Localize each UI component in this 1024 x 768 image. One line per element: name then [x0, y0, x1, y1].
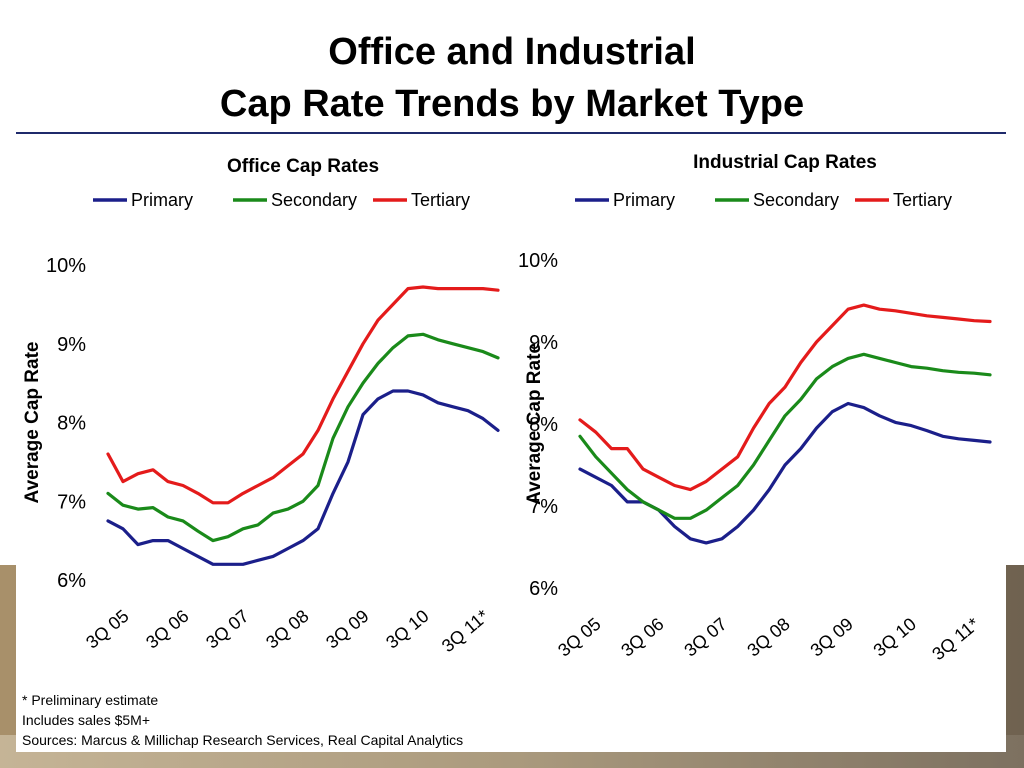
- y-tick-label: 8%: [57, 413, 86, 435]
- x-tick-label: 3Q 10: [382, 606, 432, 653]
- legend-label-secondary: Secondary: [753, 190, 839, 210]
- chart-title: Industrial Cap Rates: [693, 152, 877, 173]
- x-tick-label: 3Q 06: [142, 606, 192, 653]
- chart-title: Office Cap Rates: [227, 156, 379, 177]
- y-tick-label: 10%: [46, 255, 86, 277]
- legend-label-primary: Primary: [131, 190, 193, 210]
- x-tick-label: 3Q 08: [262, 606, 312, 653]
- x-tick-label: 3Q 10: [870, 614, 920, 661]
- footnote-preliminary: * Preliminary estimate: [22, 692, 159, 708]
- slide-title-line2: Cap Rate Trends by Market Type: [219, 83, 805, 125]
- y-tick-label: 7%: [529, 496, 558, 518]
- y-tick-label: 6%: [529, 578, 558, 600]
- legend-label-tertiary: Tertiary: [893, 190, 952, 210]
- x-tick-label: 3Q 08: [743, 614, 793, 661]
- title-rule: [16, 132, 1006, 134]
- legend-label-secondary: Secondary: [271, 190, 357, 210]
- x-tick-label: 3Q 11*: [928, 614, 983, 664]
- y-tick-label: 6%: [57, 570, 86, 592]
- footnote-sources: Sources: Marcus & Millichap Research Ser…: [22, 732, 464, 748]
- x-tick-label: 3Q 07: [202, 606, 252, 653]
- x-tick-label: 3Q 05: [82, 606, 132, 653]
- y-tick-label: 9%: [57, 334, 86, 356]
- series-line-tertiary: [106, 285, 500, 505]
- legend-label-tertiary: Tertiary: [411, 190, 470, 210]
- office-cap-rates-chart: Office Cap Rates Primary Secondary Tertiary…: [22, 156, 500, 656]
- footnotes: * Preliminary estimate Includes sales $5…: [22, 690, 463, 750]
- x-tick-label: 3Q 09: [322, 606, 372, 653]
- x-tick-label: 3Q 07: [680, 614, 730, 661]
- series-line-secondary: [106, 332, 500, 543]
- y-axis-label: Average Cap Rate: [22, 342, 43, 504]
- legend-label-primary: Primary: [613, 190, 675, 210]
- y-tick-label: 8%: [529, 414, 558, 436]
- x-tick-label: 3Q 05: [554, 614, 604, 661]
- y-axis-label: Average Cap Rate: [524, 343, 545, 505]
- y-tick-label: 7%: [57, 491, 86, 513]
- x-tick-label: 3Q 09: [806, 614, 856, 661]
- slide-title-line1: Office and Industrial: [328, 31, 696, 73]
- series-line-secondary: [578, 352, 992, 520]
- footnote-sales-threshold: Includes sales $5M+: [22, 712, 151, 728]
- series-line-primary: [106, 389, 500, 566]
- series-line-primary: [578, 401, 992, 545]
- slide-panel: [16, 0, 1006, 752]
- y-tick-label: 9%: [529, 332, 558, 354]
- x-tick-label: 3Q 06: [617, 614, 667, 661]
- industrial-cap-rates-chart: Industrial Cap Rates Primary Secondary Tert…: [518, 152, 992, 664]
- x-tick-label: 3Q 11*: [438, 606, 493, 656]
- series-line-tertiary: [578, 303, 992, 492]
- y-tick-label: 10%: [518, 250, 558, 272]
